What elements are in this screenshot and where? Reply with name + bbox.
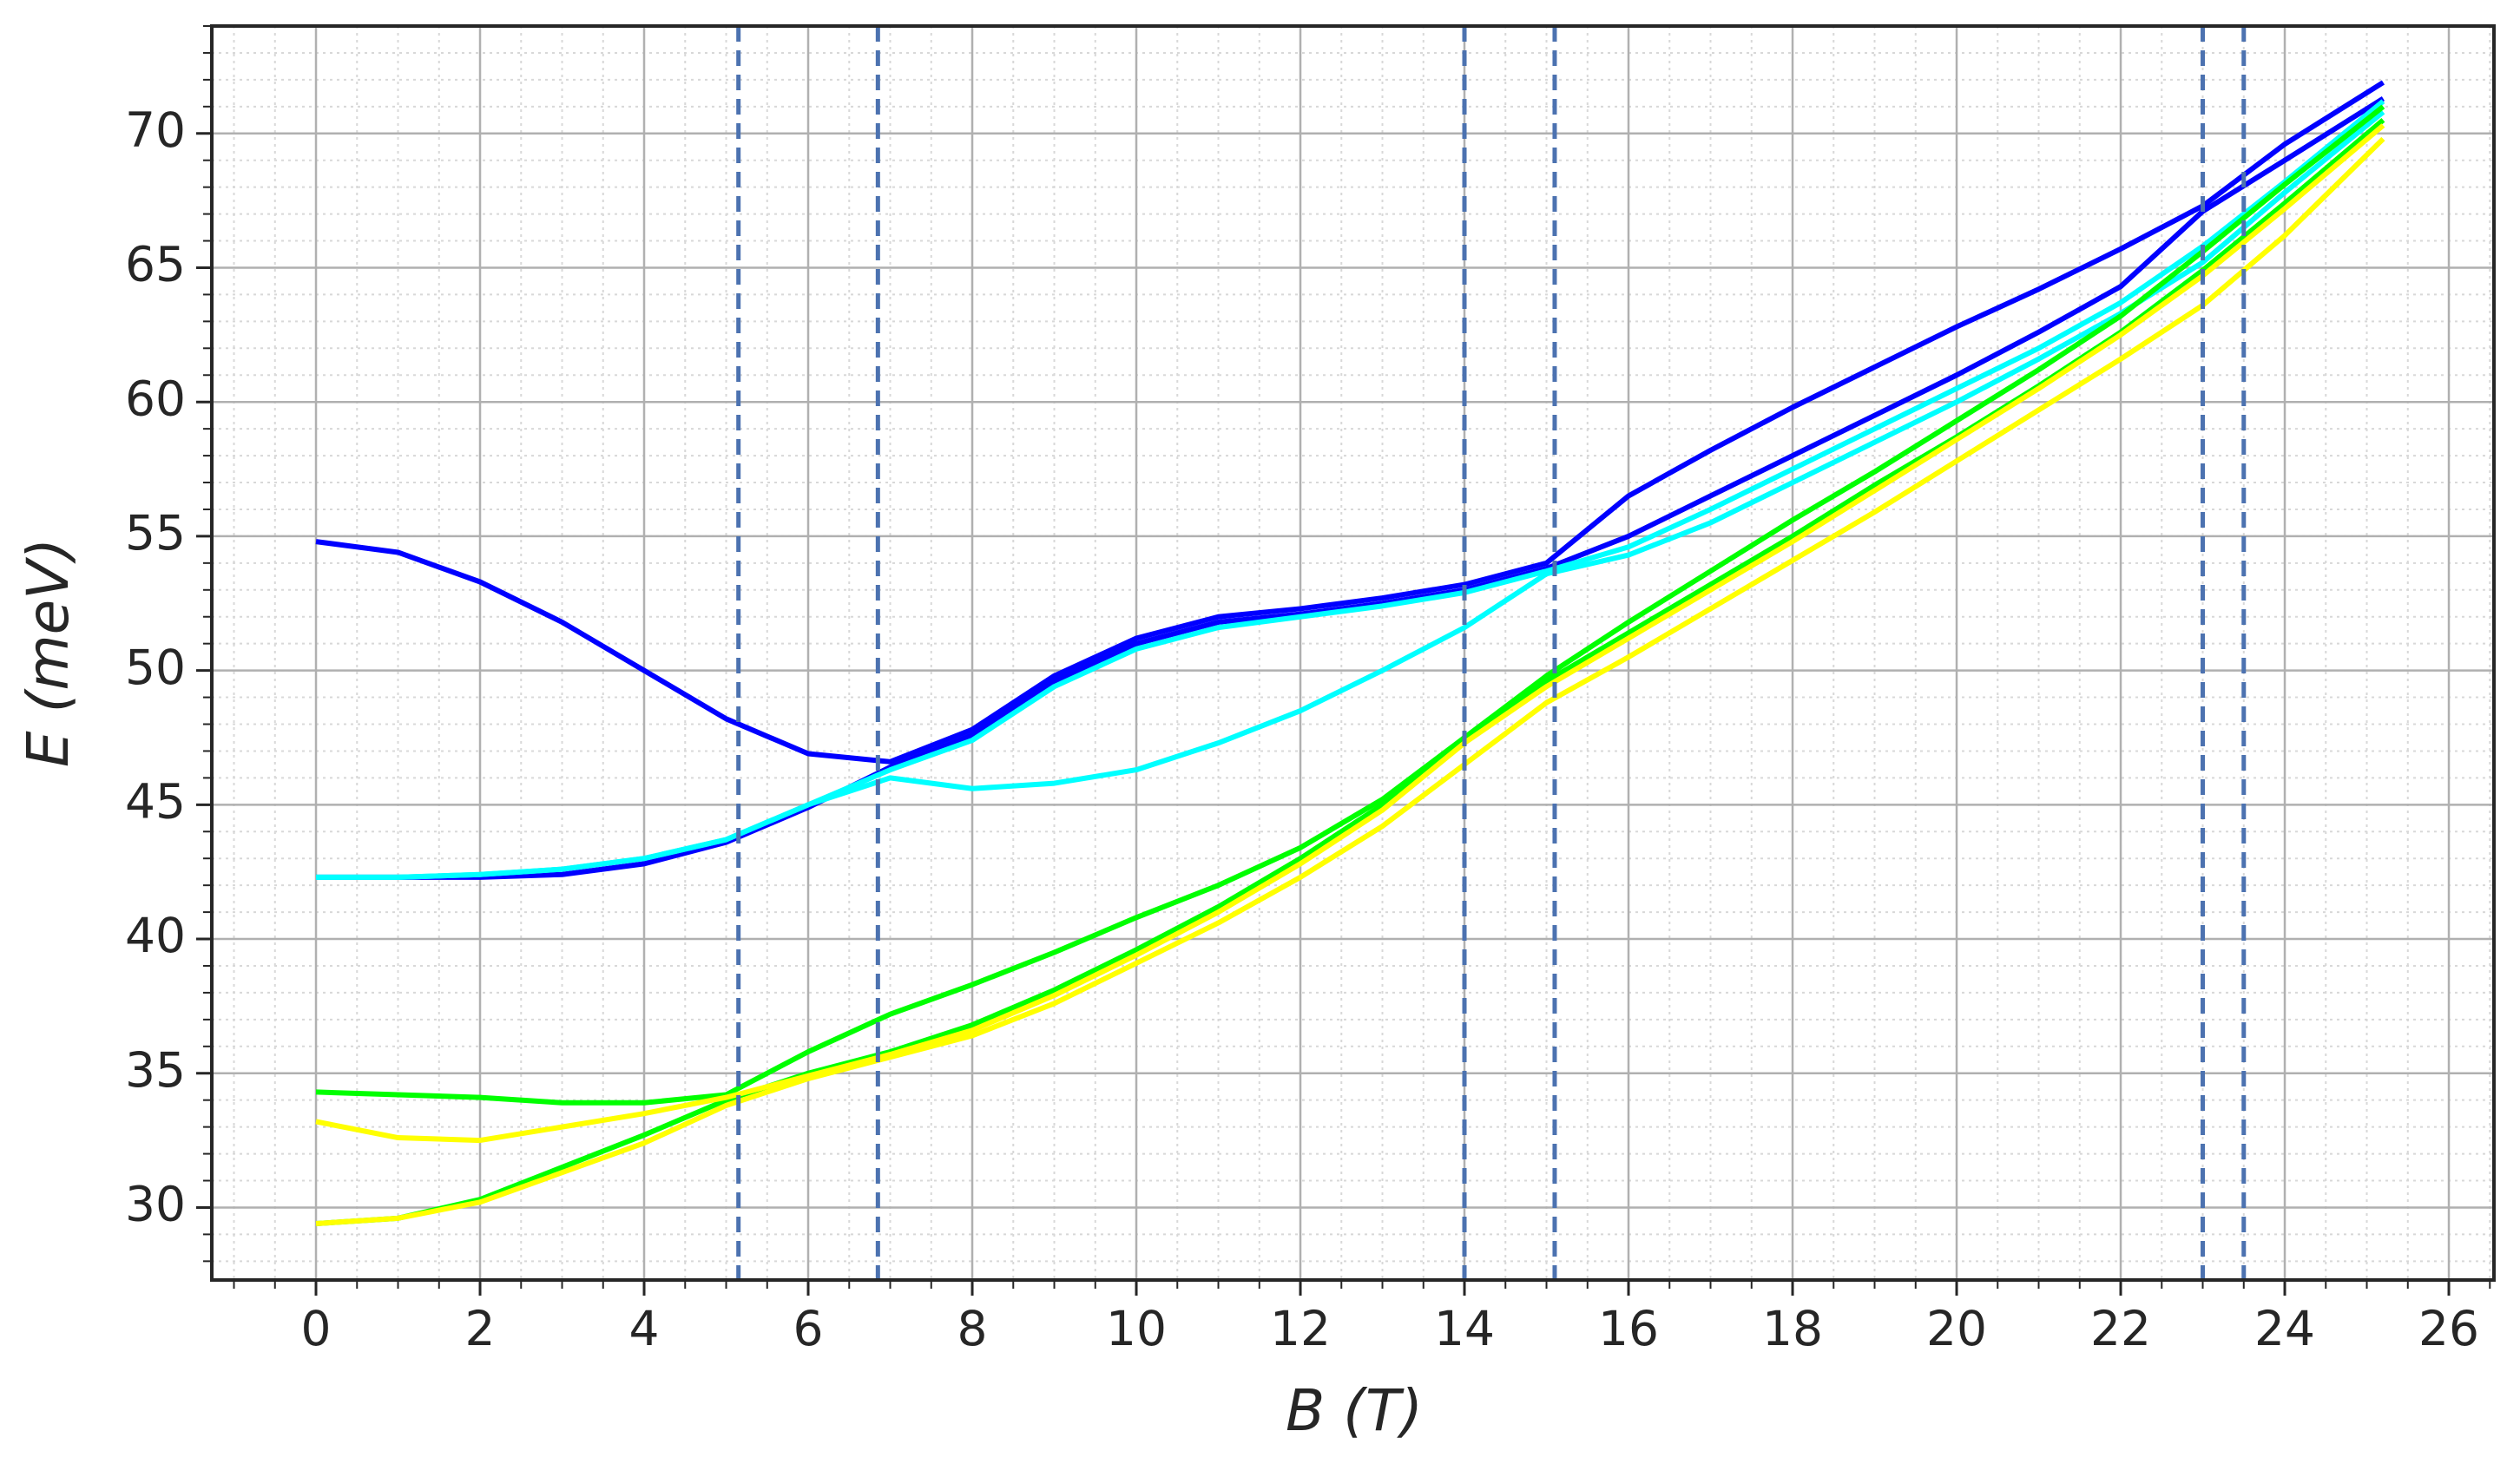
y-tick-label: 65: [125, 237, 186, 292]
x-axis-label: B (T): [1286, 1377, 1423, 1444]
y-tick-label: 40: [125, 908, 186, 963]
x-tick-label: 24: [2254, 1301, 2315, 1356]
y-tick-label: 35: [125, 1042, 186, 1098]
line: [316, 99, 2385, 880]
x-tick-label: 6: [793, 1301, 824, 1356]
y-tick-label: 70: [125, 102, 186, 158]
x-tick-label: 12: [1270, 1301, 1331, 1356]
line: [316, 96, 2385, 880]
y-tick-label: 55: [125, 505, 186, 561]
x-tick-label: 4: [629, 1301, 660, 1356]
x-tick-label: 18: [1762, 1301, 1823, 1356]
line: [315, 104, 2385, 1106]
line: [315, 118, 2385, 1227]
y-tick-label: 45: [125, 773, 186, 829]
line: [315, 136, 2385, 1227]
x-tick-label: 20: [1926, 1301, 1987, 1356]
y-tick-label: 50: [125, 640, 186, 695]
line: [315, 80, 2385, 765]
x-tick-label: 26: [2418, 1301, 2479, 1356]
x-tick-label: 2: [465, 1301, 496, 1356]
x-tick-label: 10: [1106, 1301, 1167, 1356]
x-tick-label: 16: [1598, 1301, 1659, 1356]
x-tick-label: 22: [2090, 1301, 2151, 1356]
y-tick-label: 30: [125, 1177, 186, 1232]
plot-frame: [210, 24, 2496, 1282]
y-axis-label: E (meV): [15, 538, 82, 767]
line: [315, 123, 2385, 1144]
x-tick-label: 8: [957, 1301, 988, 1356]
x-tick-label: 14: [1434, 1301, 1495, 1356]
line: [316, 109, 2385, 880]
y-tick-label: 60: [125, 371, 186, 426]
x-tick-label: 0: [301, 1301, 332, 1356]
